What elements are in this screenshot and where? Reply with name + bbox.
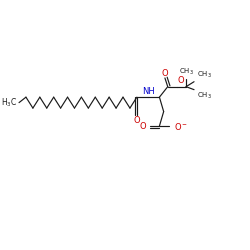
- Text: O$^-$: O$^-$: [174, 121, 188, 132]
- Text: $\mathsf{H_3C}$: $\mathsf{H_3C}$: [1, 96, 18, 109]
- Text: O: O: [161, 69, 168, 78]
- Text: O: O: [140, 122, 146, 131]
- Text: $\mathsf{CH_3}$: $\mathsf{CH_3}$: [197, 91, 212, 101]
- Text: O: O: [134, 116, 140, 124]
- Text: NH: NH: [142, 87, 155, 96]
- Text: $\mathsf{CH_3}$: $\mathsf{CH_3}$: [197, 70, 212, 80]
- Text: $\mathsf{CH_3}$: $\mathsf{CH_3}$: [178, 67, 194, 77]
- Text: O: O: [178, 76, 184, 85]
